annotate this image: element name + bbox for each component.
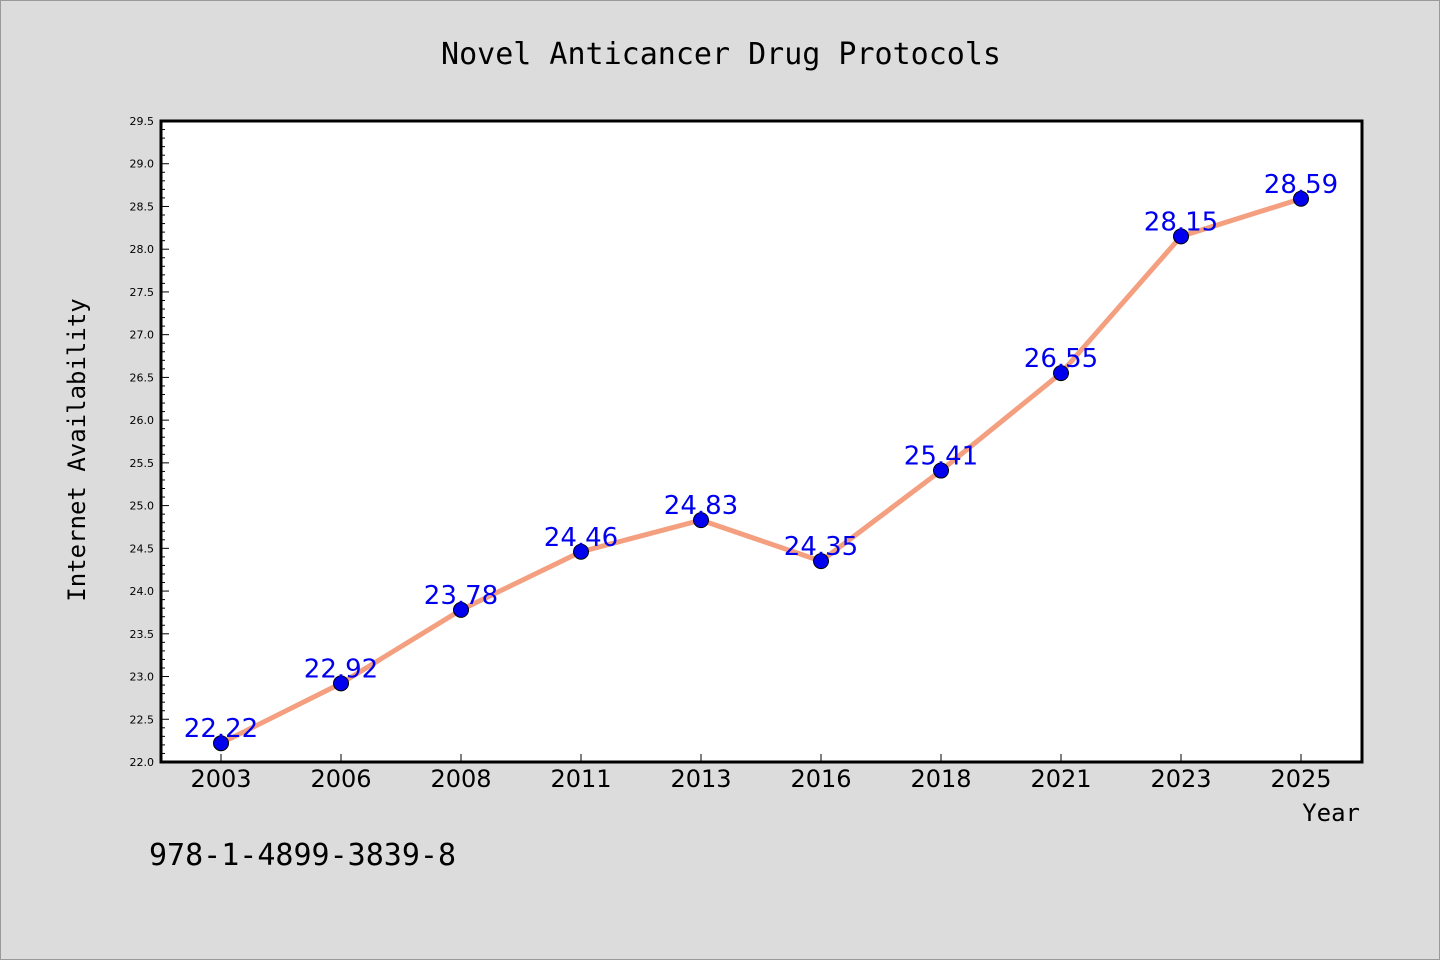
data-label: 26.55 — [1024, 344, 1098, 374]
data-label: 22.22 — [184, 714, 258, 744]
y-tick-label: 25.5 — [130, 457, 155, 470]
data-point-marker — [933, 462, 949, 479]
data-label: 22.92 — [304, 654, 378, 684]
y-axis-label: Internet Availability — [63, 298, 91, 601]
data-label: 28.15 — [1144, 207, 1218, 237]
y-axis: 22.0 22.5 23.0 23.5 24.0 24.5 25.0 25.5 26.0 26.5… — [130, 115, 169, 769]
y-tick-label: 24.5 — [130, 542, 155, 555]
y-tick-label: 24.0 — [130, 585, 155, 598]
data-label: 23.78 — [424, 581, 498, 611]
data-point-marker — [1293, 190, 1309, 207]
x-tick-label: 2018 — [910, 765, 971, 793]
x-tick-label: 2003 — [190, 765, 251, 793]
data-point-marker — [453, 601, 469, 618]
data-point-marker — [813, 553, 829, 570]
x-axis: 2003 2006 2008 2011 2013 2016 2018 2021 2023 2025 — [190, 754, 1332, 793]
y-tick-label: 29.0 — [130, 158, 155, 171]
y-tick-label: 29.5 — [130, 115, 155, 128]
y-tick-label: 23.0 — [130, 671, 155, 684]
x-tick-label: 2025 — [1270, 765, 1331, 793]
data-labels: 22.22 22.92 23.78 24.46 24.83 24.35 25.41 26.55… — [184, 170, 1338, 744]
data-point-marker — [1053, 365, 1069, 382]
y-tick-label: 28.0 — [130, 243, 155, 256]
data-label: 24.46 — [544, 523, 618, 553]
y-tick-label: 25.0 — [130, 500, 155, 513]
y-tick-label: 27.5 — [130, 286, 155, 299]
data-point-marker — [573, 543, 589, 560]
y-tick-label: 26.0 — [130, 414, 155, 427]
series-line — [218, 196, 1304, 746]
data-point-marker — [693, 512, 709, 529]
y-tick-label: 27.0 — [130, 329, 155, 342]
data-point-marker — [213, 735, 229, 752]
x-tick-label: 2011 — [550, 765, 611, 793]
x-tick-label: 2023 — [1150, 765, 1211, 793]
x-tick-label: 2016 — [790, 765, 851, 793]
x-tick-label: 2021 — [1030, 765, 1091, 793]
y-tick-label: 28.5 — [130, 200, 155, 213]
data-series — [213, 190, 1309, 752]
x-tick-label: 2008 — [430, 765, 491, 793]
plot-area — [159, 119, 1364, 764]
data-label: 28.59 — [1264, 170, 1338, 200]
y-tick-label: 22.5 — [130, 713, 155, 726]
x-tick-label: 2013 — [670, 765, 731, 793]
data-label: 24.35 — [784, 532, 858, 562]
y-tick-label: 22.0 — [130, 756, 155, 769]
isbn-text: 978-1-4899-3839-8 — [149, 838, 456, 873]
data-label: 24.83 — [664, 491, 738, 521]
y-tick-label: 23.5 — [130, 628, 155, 641]
data-point-marker — [333, 675, 349, 692]
data-point-marker — [1173, 228, 1189, 245]
x-tick-label: 2006 — [310, 765, 371, 793]
x-axis-label: Year — [1302, 799, 1360, 827]
chart-title: Novel Anticancer Drug Protocols — [441, 37, 1001, 72]
y-tick-label: 26.5 — [130, 371, 155, 384]
data-label: 25.41 — [904, 442, 978, 472]
